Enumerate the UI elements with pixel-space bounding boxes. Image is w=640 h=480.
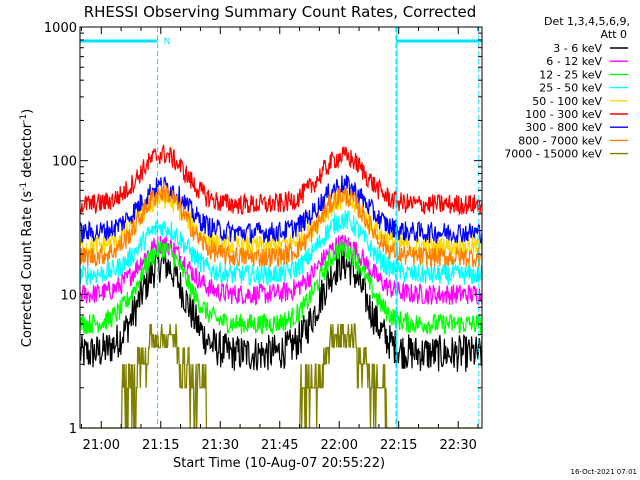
legend-label: 12 - 25 keV [539, 68, 602, 81]
y-axis-label-post: ) [20, 109, 35, 114]
series-line [79, 234, 483, 306]
series-5 [79, 144, 483, 216]
legend-label: 800 - 7000 keV [518, 134, 602, 147]
series-8 [80, 323, 482, 429]
legend-label: 6 - 12 keV [546, 55, 602, 68]
y-axis-label-mid: detector [20, 122, 35, 182]
x-tick-label: 22:30 [439, 438, 476, 453]
x-tick-label: 21:00 [83, 438, 120, 453]
axes-layer [79, 26, 483, 429]
y-axis-label-exp1: -1 [19, 182, 29, 191]
series-1 [79, 234, 483, 306]
x-tick-label: 21:30 [202, 438, 239, 453]
x-tick-label: 22:15 [380, 438, 417, 453]
series-3 [79, 210, 483, 287]
series-7 [79, 182, 483, 269]
plot-frame [79, 26, 483, 429]
legend-header-line1: Det 1,3,4,5,6,9, [544, 15, 630, 28]
series-line [79, 182, 483, 269]
series-line [79, 144, 483, 216]
chart-title: RHESSI Observing Summary Count Rates, Co… [84, 3, 477, 21]
series-line [79, 174, 483, 245]
y-axis-label-exp2: -1 [19, 114, 29, 123]
y-axis-label: Corrected Count Rate (s-1 detector-1) [19, 109, 35, 347]
footer-timestamp: 16-Oct-2021 07:01 [571, 468, 637, 476]
night-marker: N [164, 37, 171, 47]
legend-label: 50 - 100 keV [532, 95, 602, 108]
x-tick-label: 21:45 [261, 438, 298, 453]
series-line [79, 238, 483, 335]
y-tick-label: 1000 [44, 21, 77, 36]
legend-label: 7000 - 15000 keV [504, 148, 602, 161]
series-6 [79, 174, 483, 245]
x-axis-ticks: 21:00 21:15 21:30 21:45 22:00 22:15 22:30 [80, 27, 479, 453]
legend-header-line2: Att 0 [601, 28, 627, 41]
series-line [79, 210, 483, 287]
legend-label: 25 - 50 keV [539, 82, 602, 95]
series-line [80, 323, 482, 429]
x-axis-label: Start Time (10-Aug-07 20:55:22) [173, 456, 385, 471]
y-tick-label: 100 [52, 155, 77, 170]
y-tick-label: 10 [60, 288, 77, 303]
data-layer: N [79, 27, 483, 429]
x-tick-label: 22:00 [321, 438, 358, 453]
legend-label: 3 - 6 keV [553, 42, 602, 55]
y-axis-ticks: 1 10 100 1000 [44, 21, 482, 437]
series-line [79, 246, 483, 372]
x-tick-label: 21:15 [142, 438, 179, 453]
legend-label: 300 - 800 keV [525, 121, 602, 134]
legend-label: 100 - 300 keV [525, 108, 602, 121]
y-tick-label: 1 [69, 422, 77, 437]
series-0 [79, 246, 483, 372]
series-2 [79, 238, 483, 335]
y-axis-label-pre: Corrected Count Rate (s [20, 191, 35, 348]
